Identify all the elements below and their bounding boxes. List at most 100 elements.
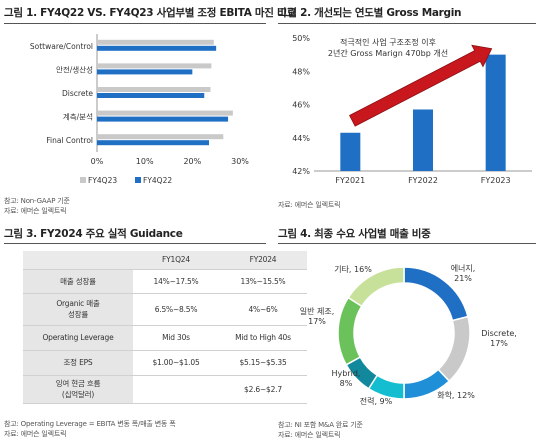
legend-swatch [135,177,141,183]
fig1-title-rule [4,23,266,24]
table-header-row: FY1Q24 FY2024 [23,251,307,270]
slice-label-line: 21% [454,274,472,283]
slice-label: 전력, 9% [360,396,393,406]
x-tick-label: FY2022 [408,176,438,185]
fig1-title: 그림 1. FY4Q22 VS. FY4Q23 사업부별 조정 EBITA 마진… [4,7,296,19]
x-tick-label: 10% [136,157,154,166]
bar-fy2023 [485,54,506,171]
slice-label: Hybrid, 8% [332,369,361,388]
row-value-fy: 4%~6% [219,293,307,326]
table-header-fy1q24: FY1Q24 [133,251,219,270]
category-label: 안전/생산성 [56,64,93,74]
slice-label-line: 전력, 9% [360,396,393,406]
legend-label: FY4Q23 [88,176,117,185]
row-value-fy: 13%~15.5% [219,269,307,294]
bar-fy4q23 [97,134,224,140]
row-label: 매출 성장률 [23,269,133,294]
guidance-table: FY1Q24 FY2024 매출 성장률 14%~17.5% 13%~15.5%… [23,251,307,404]
slice-label: 기타, 16% [334,265,372,274]
bar-fy4q22 [97,69,193,75]
fig2-title: 그림 2. 개선되는 연도별 Gross Margin [278,7,462,19]
y-tick-label: 42% [292,167,310,176]
x-tick-label: FY2023 [481,176,511,185]
fig1-note: 참고: Non-GAAP 기준 [4,197,70,205]
slice-label-line: 에너지, [451,263,476,273]
category-label: Discrete [62,89,93,98]
slice-label-line: 17% [308,317,326,326]
bar-fy2022 [413,109,433,171]
trend-arrow-shape [349,44,493,127]
bar-fy4q22 [97,140,210,146]
table-corner-cell [23,251,133,270]
fig4-source: 자료: 에머슨 일렉트릭 [278,431,341,439]
row-label: 조정 EPS [23,350,133,376]
table-row: Operating Leverage Mid 30s Mid to High 4… [23,325,307,351]
slice-label-line: 기타, 16% [334,265,372,274]
row-value-fy: $2.6~$2.7 [219,375,307,404]
legend-label: FY4Q22 [143,176,172,185]
fig3-title: 그림 3. FY2024 주요 실적 Guidance [4,228,183,240]
fig4-chart: 에너지, 21%Discrete, 17%화학, 12%전력, 9%Hybrid, 8… [300,263,517,406]
y-tick-label: 44% [292,134,310,143]
row-value-fy: Mid to High 40s [219,325,307,351]
fig3-note: 참고: Operating Leverage = EBITA 변동 폭/매출 변… [4,420,176,428]
table-row: 매출 성장률 14%~17.5% 13%~15.5% [23,269,307,294]
row-value-q1: $1.00~$1.05 [133,350,219,376]
fig4-title: 그림 4. 최종 수요 사업별 매출 비중 [278,228,431,240]
fig3-source: 자료: 에머슨 일렉트릭 [4,430,67,438]
slice-label-line: Hybrid, [332,369,361,378]
row-value-q1: Mid 30s [133,325,219,351]
bar-fy2021 [340,132,361,171]
legend-swatch [80,177,86,183]
category-label: Sottware/Control [30,42,93,51]
fig2-chart: 42% 44% 46% 48% 50% FY2021 FY2022 FY2023 적극적인 사업… [292,34,532,185]
slice-label: 일반 제조, 17% [300,307,335,326]
x-tick-label: FY2021 [335,176,365,185]
annotation-text: 적극적인 사업 구조조정 이후 [340,37,436,47]
slice-label: 에너지, 21% [451,263,476,283]
fig2-source: 자료: 에머슨 일렉트릭 [278,201,341,209]
y-tick-label: 46% [292,101,310,110]
donut-slice [437,315,471,383]
fig1-source: 자료: 에머슨 일렉트릭 [4,207,67,215]
table-row: 잉여 현금 흐름 (십억달러) $2.6~$2.7 [23,375,307,404]
fig1-chart: 0% 10% 20% 30% Sottware/Control 안전/생산성 Discret… [30,34,249,185]
row-value-fy: $5.15~$5.35 [219,350,307,376]
slice-label: Discrete, 17% [481,329,517,348]
table-header-fy2024: FY2024 [219,251,307,270]
bar-fy4q22 [97,93,205,98]
donut-slice [347,266,405,308]
fig2-title-rule [278,23,536,24]
slice-label: 화학, 12% [437,390,475,400]
fig4-title-rule [278,243,536,244]
fig3-title-rule [4,243,266,244]
bar-fy4q23 [97,110,233,116]
y-tick-label: 48% [292,67,310,76]
y-tick-label: 50% [292,34,310,43]
category-label: 계측/분석 [63,112,93,122]
x-tick-label: 0% [91,157,104,166]
bar-fy4q22 [97,116,229,122]
slice-label-line: 일반 제조, [300,307,335,316]
category-label: Final Control [46,136,93,145]
bar-fy4q23 [97,39,214,45]
bar-fy4q22 [97,45,217,51]
table-row: Organic 매출 성장률 6.5%~8.5% 4%~6% [23,293,307,326]
trend-arrow [349,44,493,127]
table-row: 조정 EPS $1.00~$1.05 $5.15~$5.35 [23,350,307,376]
row-label: Organic 매출 성장률 [23,293,133,326]
row-value-q1 [133,375,219,404]
slice-label-line: 8% [340,379,353,388]
slice-label-line: Discrete, [481,329,517,338]
row-label: Operating Leverage [23,325,133,351]
donut-slice [337,296,363,366]
row-label: 잉여 현금 흐름 (십억달러) [23,375,133,404]
bar-fy4q23 [97,87,211,92]
x-tick-label: 20% [183,157,201,166]
slice-label-line: 화학, 12% [437,390,475,400]
row-value-q1: 6.5%~8.5% [133,293,219,326]
row-value-q1: 14%~17.5% [133,269,219,294]
slice-label-line: 17% [490,339,508,348]
bar-fy4q23 [97,63,212,69]
annotation-text: 2년간 Gross Marign 470bp 개선 [328,48,448,58]
